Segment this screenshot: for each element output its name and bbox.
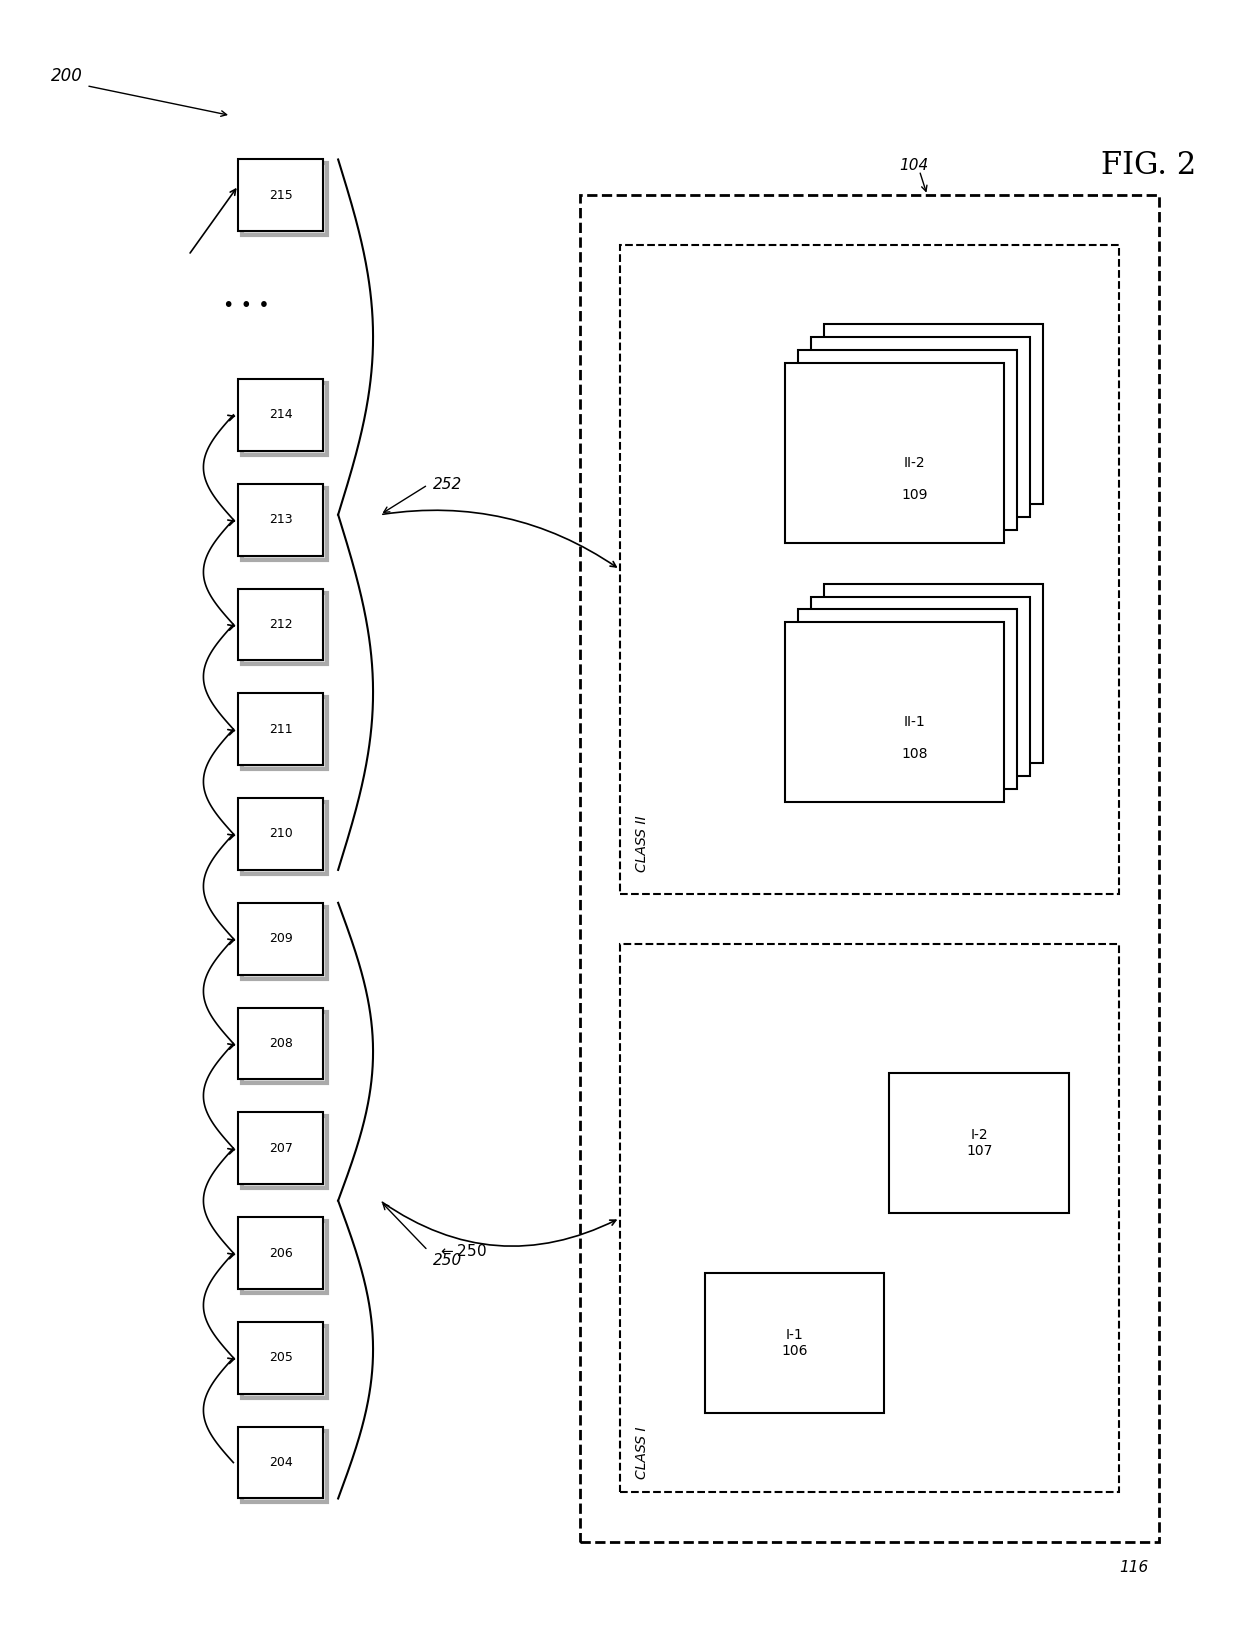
Text: FIG. 2: FIG. 2: [1101, 150, 1197, 181]
FancyBboxPatch shape: [785, 363, 1004, 543]
Text: 215: 215: [269, 189, 293, 202]
FancyBboxPatch shape: [242, 802, 327, 875]
FancyBboxPatch shape: [823, 324, 1043, 503]
Text: I-2
107: I-2 107: [966, 1128, 992, 1159]
FancyBboxPatch shape: [238, 483, 324, 556]
FancyBboxPatch shape: [242, 697, 327, 769]
FancyBboxPatch shape: [811, 597, 1030, 776]
FancyBboxPatch shape: [242, 907, 327, 978]
FancyBboxPatch shape: [704, 1272, 884, 1412]
Bar: [580, 196, 1159, 1542]
Text: 212: 212: [269, 618, 293, 631]
Text: II-2: II-2: [904, 455, 925, 470]
Text: 109: 109: [901, 488, 928, 501]
Text: 252: 252: [433, 477, 463, 492]
FancyBboxPatch shape: [889, 1074, 1069, 1213]
FancyBboxPatch shape: [242, 383, 327, 455]
Text: 200: 200: [51, 67, 83, 85]
FancyBboxPatch shape: [242, 1011, 327, 1083]
FancyBboxPatch shape: [238, 1217, 324, 1289]
Text: 204: 204: [269, 1457, 293, 1470]
Text: 108: 108: [901, 746, 928, 761]
FancyBboxPatch shape: [238, 159, 324, 232]
FancyBboxPatch shape: [238, 1008, 324, 1080]
Text: 116: 116: [1120, 1560, 1148, 1575]
FancyBboxPatch shape: [238, 589, 324, 661]
FancyBboxPatch shape: [238, 1113, 324, 1184]
Bar: [620, 245, 1118, 894]
Text: 104: 104: [899, 158, 929, 173]
Text: 250: 250: [433, 1253, 463, 1268]
Text: 205: 205: [269, 1351, 293, 1365]
FancyBboxPatch shape: [242, 488, 327, 559]
Text: 214: 214: [269, 408, 293, 421]
Text: 208: 208: [269, 1037, 293, 1051]
Text: CLASS II: CLASS II: [635, 815, 649, 873]
FancyBboxPatch shape: [242, 1116, 327, 1189]
Text: 206: 206: [269, 1246, 293, 1259]
FancyBboxPatch shape: [823, 584, 1043, 763]
FancyBboxPatch shape: [238, 1322, 324, 1394]
Text: I-1
106: I-1 106: [781, 1328, 807, 1358]
FancyBboxPatch shape: [242, 163, 327, 235]
Text: 209: 209: [269, 932, 293, 945]
FancyBboxPatch shape: [238, 380, 324, 450]
FancyBboxPatch shape: [242, 1430, 327, 1503]
Bar: [620, 944, 1118, 1493]
Text: 207: 207: [269, 1143, 293, 1154]
Text: II-1: II-1: [904, 715, 925, 730]
Text: • • •: • • •: [222, 296, 269, 314]
FancyBboxPatch shape: [242, 1221, 327, 1292]
FancyBboxPatch shape: [238, 1427, 324, 1498]
FancyBboxPatch shape: [242, 592, 327, 664]
FancyBboxPatch shape: [785, 623, 1004, 802]
Text: CLASS I: CLASS I: [635, 1427, 649, 1480]
FancyBboxPatch shape: [797, 610, 1017, 789]
FancyBboxPatch shape: [811, 337, 1030, 516]
Text: 213: 213: [269, 513, 293, 526]
FancyBboxPatch shape: [238, 694, 324, 764]
FancyBboxPatch shape: [797, 350, 1017, 529]
Text: 211: 211: [269, 723, 293, 737]
FancyBboxPatch shape: [242, 1325, 327, 1397]
Text: $\leftarrow$250: $\leftarrow$250: [438, 1243, 486, 1259]
FancyBboxPatch shape: [238, 797, 324, 870]
Text: 210: 210: [269, 827, 293, 840]
FancyBboxPatch shape: [238, 903, 324, 975]
